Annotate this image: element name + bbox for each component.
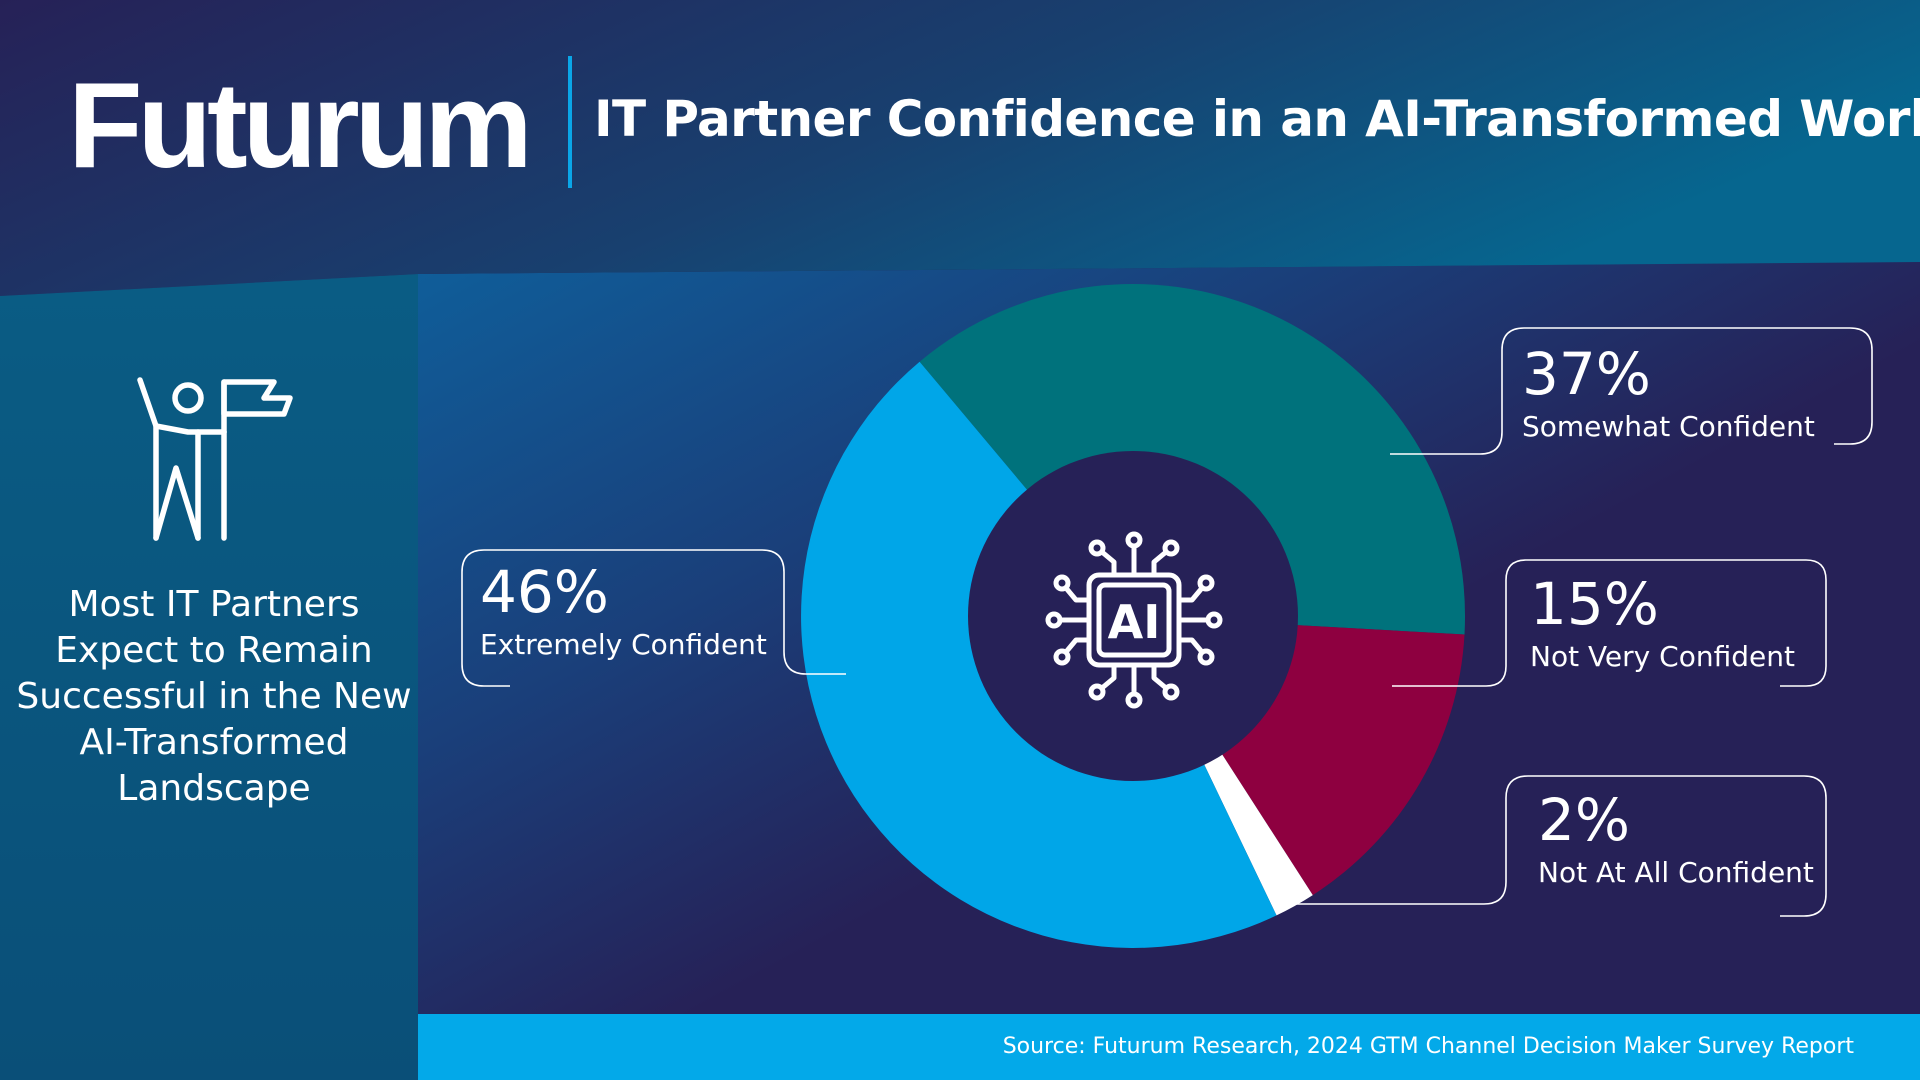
- source-text: Source: Futurum Research, 2024 GTM Chann…: [1002, 1034, 1854, 1059]
- callout-label: Somewhat Confident: [1522, 410, 1815, 443]
- donut-slice-somewhat-confident: [919, 284, 1466, 635]
- ai-chip-label: AI: [1108, 595, 1161, 649]
- callout-value: 46%: [480, 558, 609, 626]
- callout-value: 15%: [1530, 570, 1659, 638]
- source-bar: Source: Futurum Research, 2024 GTM Chann…: [418, 1014, 1920, 1080]
- callout-frame-extremely-confident: [461, 549, 846, 687]
- donut-hole: [968, 451, 1298, 781]
- title-divider: [568, 56, 572, 188]
- sidebar-headline: Most IT Partners Expect to Remain Succes…: [16, 584, 412, 809]
- callout-value: 2%: [1538, 786, 1631, 854]
- ai-chip-icon: AI: [1045, 531, 1223, 709]
- callout-label: Not Very Confident: [1530, 640, 1795, 673]
- callout-frame-not-very-confident: [1392, 559, 1827, 687]
- callout-label: Extremely Confident: [480, 628, 767, 661]
- person-with-flag-icon: [137, 377, 293, 541]
- callout-frame-somewhat-confident: [1390, 327, 1873, 455]
- callout-value: 37%: [1522, 340, 1651, 408]
- brand-logo: Futurum: [68, 57, 533, 193]
- callout-frame-not-at-all-confident: [1296, 775, 1827, 917]
- callout-label: Not At All Confident: [1538, 856, 1814, 889]
- page-title: IT Partner Confidence in an AI-Transform…: [594, 90, 1920, 148]
